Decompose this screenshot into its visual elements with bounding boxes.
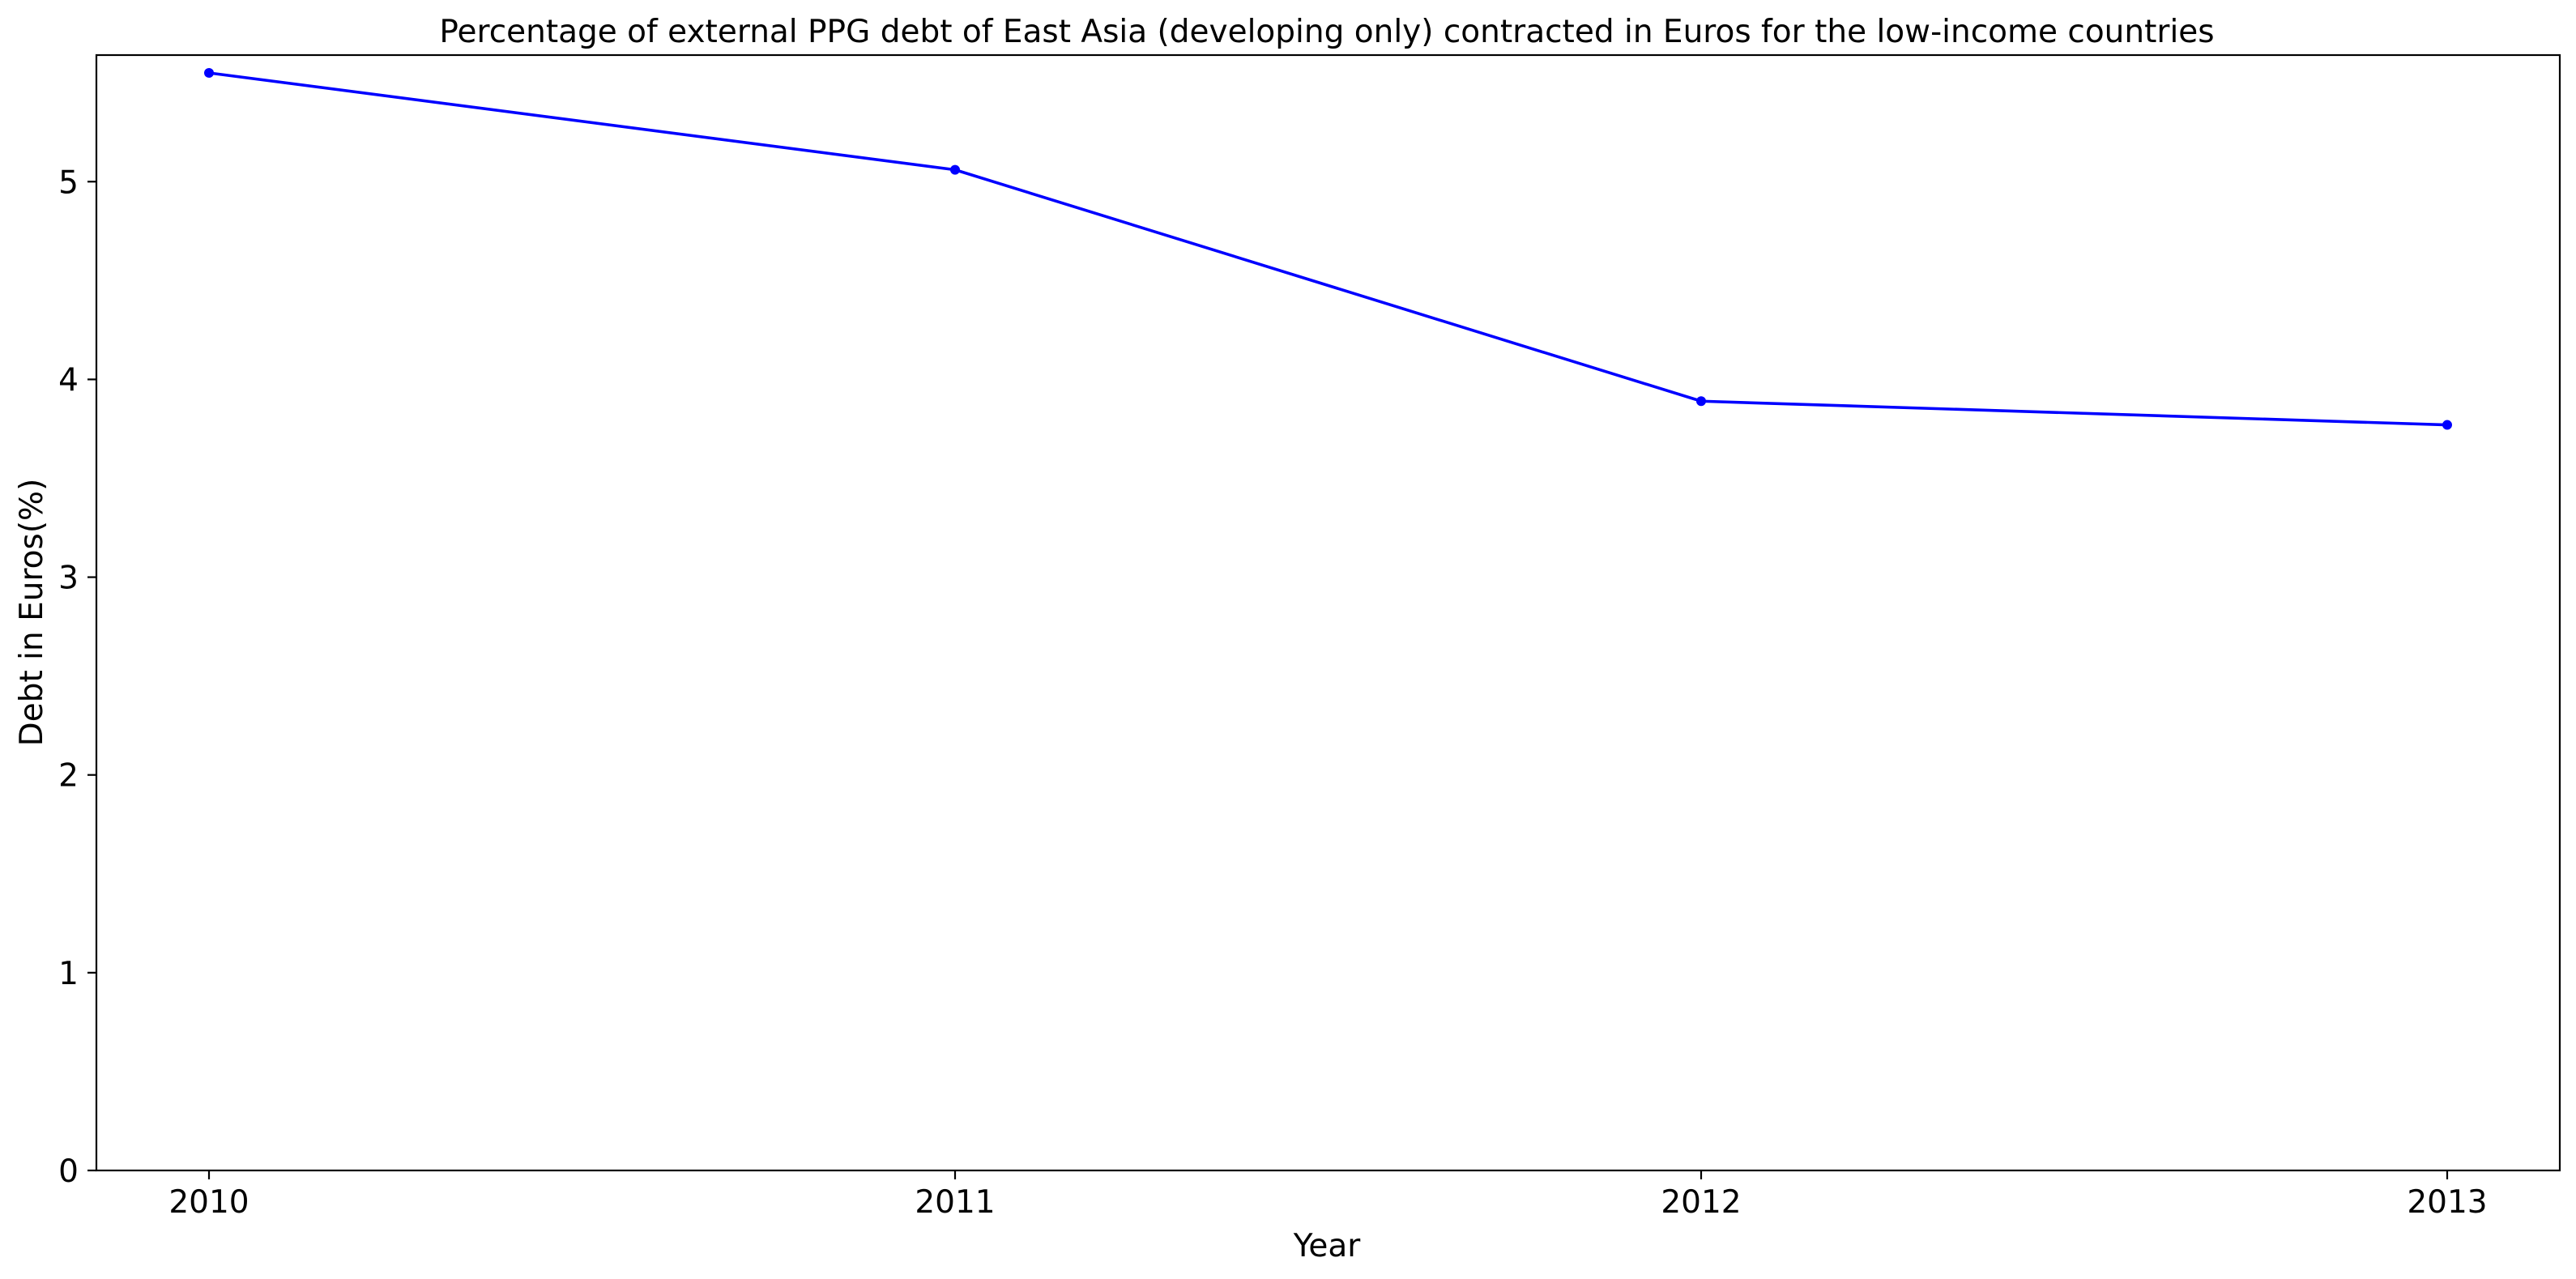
x-tick-label: 2013 [2407, 1184, 2487, 1221]
data-point [2442, 420, 2452, 430]
x-tick-label: 2010 [168, 1184, 249, 1221]
y-tick-label: 1 [58, 956, 79, 992]
y-tick-label: 4 [58, 362, 79, 399]
y-tick-label: 5 [58, 164, 79, 201]
y-axis: 0 1 2 3 4 5 [58, 164, 96, 1190]
series-line [207, 71, 2449, 427]
data-point [204, 67, 214, 78]
x-tick-label: 2012 [1661, 1184, 1741, 1221]
x-tick-label: 2011 [915, 1184, 995, 1221]
y-tick-label: 2 [58, 758, 79, 795]
data-point [1696, 396, 1706, 407]
chart-title: Percentage of external PPG debt of East … [439, 14, 2214, 50]
y-axis-label: Debt in Euros(%) [14, 479, 50, 747]
x-axis: 2010 2011 2012 2013 [168, 1170, 2488, 1221]
series-layer [204, 67, 2452, 430]
x-axis-label: Year [1293, 1228, 1362, 1264]
y-tick-label: 3 [58, 561, 79, 597]
data-point [950, 164, 960, 175]
plot-area-frame [95, 53, 2561, 1172]
y-tick-label: 0 [58, 1153, 79, 1190]
